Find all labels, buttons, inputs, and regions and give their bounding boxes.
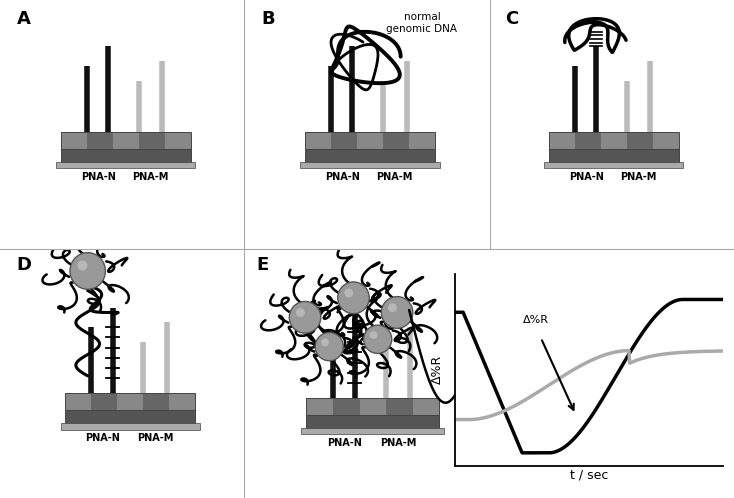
Polygon shape [91, 393, 117, 410]
Polygon shape [112, 132, 139, 149]
Polygon shape [357, 132, 383, 149]
Polygon shape [139, 132, 164, 149]
Polygon shape [302, 428, 444, 434]
Text: normal
genomic DNA: normal genomic DNA [386, 12, 457, 34]
Text: PNA-M: PNA-M [380, 438, 416, 448]
Polygon shape [600, 132, 627, 149]
Circle shape [315, 333, 344, 361]
Polygon shape [544, 162, 683, 168]
Polygon shape [60, 132, 87, 149]
Circle shape [338, 282, 369, 314]
Text: PNA-N: PNA-N [327, 438, 363, 448]
Polygon shape [575, 132, 600, 149]
Polygon shape [331, 132, 357, 149]
Polygon shape [386, 398, 413, 415]
Polygon shape [306, 415, 440, 428]
Polygon shape [333, 398, 360, 415]
Text: PNA-N: PNA-N [569, 172, 604, 182]
Polygon shape [117, 393, 143, 410]
Polygon shape [383, 132, 409, 149]
Circle shape [382, 297, 413, 328]
Polygon shape [56, 162, 195, 168]
Circle shape [363, 325, 392, 354]
Polygon shape [143, 393, 170, 410]
Text: B: B [261, 10, 275, 28]
Circle shape [388, 303, 397, 312]
Text: C: C [505, 10, 518, 28]
Polygon shape [164, 132, 191, 149]
Circle shape [77, 260, 87, 270]
Polygon shape [300, 162, 440, 168]
Text: Δ%R: Δ%R [523, 315, 548, 325]
Circle shape [289, 301, 321, 333]
Text: PNA-N: PNA-N [325, 172, 360, 182]
Polygon shape [627, 132, 653, 149]
Text: PNA-M: PNA-M [620, 172, 657, 182]
Polygon shape [409, 132, 435, 149]
Polygon shape [87, 132, 112, 149]
Polygon shape [306, 398, 333, 415]
Text: PNA-N: PNA-N [81, 172, 116, 182]
Polygon shape [360, 398, 386, 415]
Text: D: D [17, 256, 32, 274]
Polygon shape [653, 132, 679, 149]
Polygon shape [65, 393, 91, 410]
X-axis label: t / sec: t / sec [570, 469, 608, 482]
Polygon shape [305, 149, 435, 162]
Circle shape [70, 252, 106, 289]
Polygon shape [548, 132, 575, 149]
Polygon shape [65, 410, 195, 423]
Circle shape [344, 289, 353, 297]
Polygon shape [60, 149, 191, 162]
Circle shape [369, 331, 377, 339]
Polygon shape [548, 149, 679, 162]
Polygon shape [305, 132, 331, 149]
Circle shape [321, 339, 329, 346]
Circle shape [296, 308, 305, 317]
Y-axis label: Δ%R: Δ%R [431, 355, 444, 384]
Text: PNA-M: PNA-M [132, 172, 169, 182]
Text: E: E [257, 256, 269, 274]
Text: PNA-M: PNA-M [377, 172, 413, 182]
Polygon shape [60, 423, 200, 430]
Polygon shape [413, 398, 440, 415]
Text: PNA-M: PNA-M [137, 433, 173, 443]
Text: PNA-N: PNA-N [86, 433, 120, 443]
Polygon shape [170, 393, 195, 410]
Text: A: A [17, 10, 31, 28]
